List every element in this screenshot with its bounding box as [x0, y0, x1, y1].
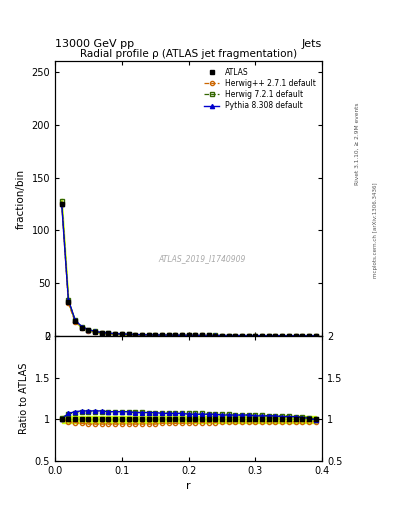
Legend: ATLAS, Herwig++ 2.7.1 default, Herwig 7.2.1 default, Pythia 8.308 default: ATLAS, Herwig++ 2.7.1 default, Herwig 7.… — [202, 65, 318, 113]
Y-axis label: fraction/bin: fraction/bin — [16, 168, 26, 229]
Text: 13000 GeV pp: 13000 GeV pp — [55, 38, 134, 49]
X-axis label: r: r — [186, 481, 191, 491]
Text: Rivet 3.1.10, ≥ 2.9M events: Rivet 3.1.10, ≥ 2.9M events — [355, 102, 360, 185]
Y-axis label: Ratio to ATLAS: Ratio to ATLAS — [19, 362, 29, 434]
Title: Radial profile ρ (ATLAS jet fragmentation): Radial profile ρ (ATLAS jet fragmentatio… — [80, 49, 297, 59]
Text: ATLAS_2019_I1740909: ATLAS_2019_I1740909 — [158, 254, 246, 264]
Text: Jets: Jets — [302, 38, 322, 49]
Text: mcplots.cern.ch [arXiv:1306.3436]: mcplots.cern.ch [arXiv:1306.3436] — [373, 183, 378, 278]
